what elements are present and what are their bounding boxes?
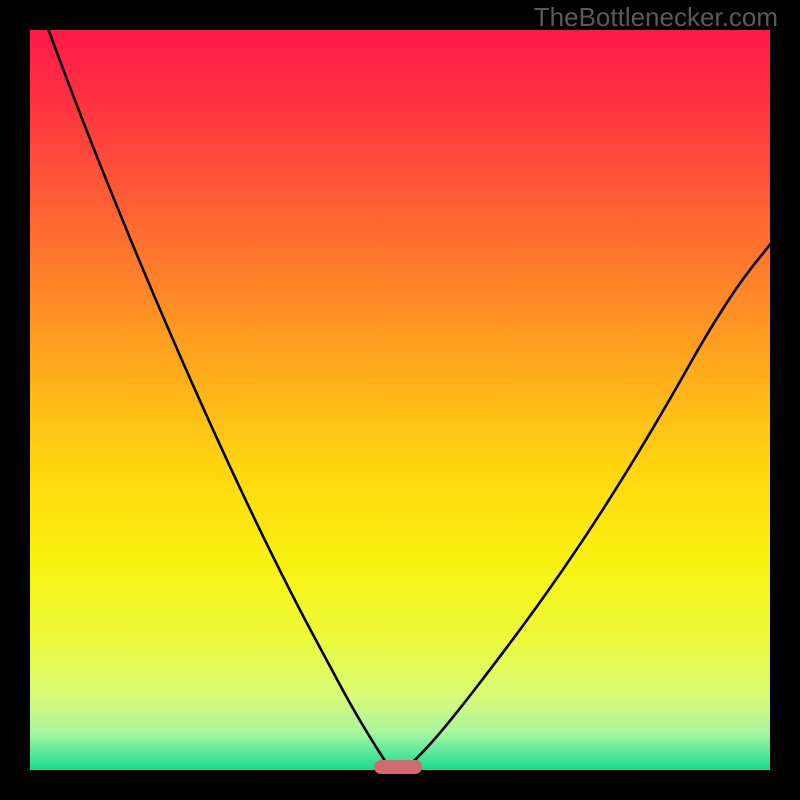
optimum-marker bbox=[374, 760, 422, 774]
bottleneck-curve bbox=[0, 0, 800, 800]
watermark-text: TheBottlenecker.com bbox=[534, 2, 778, 33]
